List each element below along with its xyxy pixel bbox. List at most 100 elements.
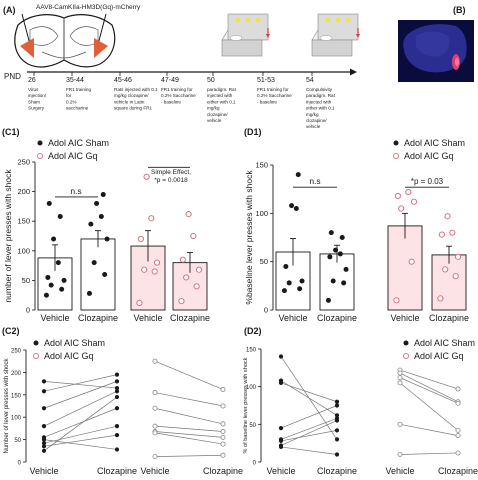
data-point-sham	[100, 192, 106, 198]
data-point-sham	[88, 221, 94, 227]
x-category-label: Vehicle	[140, 466, 169, 476]
data-point-sham	[330, 278, 336, 284]
timeline-desc-line: for	[66, 93, 72, 98]
subject-line	[280, 382, 338, 403]
data-point-sham	[41, 448, 47, 453]
subject-line	[154, 425, 224, 432]
x-category-label: Vehicle	[390, 313, 419, 323]
p-value-label: *p = 0.03	[411, 177, 444, 186]
data-point-gq	[454, 253, 462, 260]
data-point-gq	[183, 274, 190, 281]
data-point-sham	[41, 379, 47, 384]
legend-gq-label: Adol AIC Gq	[48, 151, 98, 161]
data-point-gq	[152, 405, 158, 411]
timeline-desc-line: injected with	[207, 93, 233, 98]
x-category-label: Clozapine	[429, 313, 469, 323]
data-point-sham	[334, 428, 340, 433]
data-point-sham	[94, 200, 100, 206]
legend-sham-marker	[403, 340, 409, 346]
data-point-gq	[152, 423, 158, 429]
subject-line	[43, 434, 118, 447]
x-category-label: Clozapine	[97, 466, 137, 476]
subject-line	[43, 439, 118, 450]
x-category-label: Vehicle	[278, 313, 307, 323]
data-point-sham	[114, 433, 120, 438]
subject-line	[399, 423, 459, 436]
data-point-sham	[114, 379, 120, 384]
subject-line	[280, 446, 338, 455]
subject-line	[43, 396, 118, 452]
data-point-sham	[45, 274, 51, 280]
data-point-gq	[444, 213, 451, 220]
y-axis-title: %baseline lever presses with shock	[244, 170, 254, 305]
y-tick-label: 100	[246, 385, 257, 391]
x-category-label: Vehicle	[133, 313, 162, 323]
legend-gq-marker	[33, 353, 39, 359]
subject-line	[154, 392, 224, 407]
data-point-gq	[397, 370, 403, 376]
legend-sham-label: Adol AIC Sham	[404, 138, 465, 148]
data-point-sham	[114, 394, 120, 400]
timeline-desc-line: square during FR1	[114, 106, 152, 111]
subject-line	[154, 432, 224, 445]
data-point-sham	[91, 260, 97, 266]
data-point-gq	[178, 298, 185, 305]
data-point-gq	[455, 427, 461, 433]
timeline-desc-line: clozapine/	[207, 112, 228, 117]
subject-line	[280, 420, 338, 446]
data-point-sham	[295, 172, 301, 178]
subject-line	[43, 374, 118, 392]
data-point-gq	[153, 259, 161, 266]
histology-image	[398, 20, 474, 82]
y-tick-label: 50	[260, 257, 268, 266]
timeline-day: 51-53	[257, 77, 275, 84]
data-point-sham	[333, 247, 339, 253]
timeline-desc-line: - baseline	[257, 99, 277, 104]
timeline-day: 50	[207, 77, 215, 84]
timeline-desc-line: injected with	[306, 99, 332, 104]
timeline-desc-line: vehicle in Latin	[114, 99, 145, 104]
y-tick-label: 250	[17, 158, 30, 167]
data-point-gq	[193, 283, 200, 290]
timeline-desc-line: FR1 training for	[161, 87, 193, 92]
y-tick-label: 0	[18, 461, 22, 467]
data-point-gq	[148, 215, 155, 222]
data-point-gq	[220, 441, 226, 447]
y-tick-label: 200	[11, 371, 22, 377]
timeline-arrow	[350, 68, 357, 76]
data-point-sham	[57, 213, 63, 219]
data-point-sham	[334, 403, 340, 408]
data-point-sham	[46, 200, 52, 206]
data-point-gq	[220, 429, 226, 435]
data-point-gq	[220, 403, 226, 409]
timeline-desc-line: 0.2% Saccharine	[161, 93, 196, 98]
data-point-gq	[449, 229, 456, 236]
data-point-gq	[220, 452, 226, 458]
data-point-sham	[337, 251, 343, 257]
data-point-gq	[152, 358, 158, 364]
data-point-sham	[278, 426, 284, 431]
ns-annotation: n.s	[70, 186, 81, 196]
data-point-sham	[43, 292, 49, 298]
y-axis-title: % of baseline lever presses with shock	[243, 357, 249, 453]
timeline-desc-line: injection/	[28, 93, 47, 98]
data-point-sham	[283, 264, 289, 269]
x-category-label: Clozapine	[317, 466, 357, 476]
bar-gq	[431, 254, 467, 311]
data-point-sham	[114, 447, 120, 452]
data-point-sham	[41, 406, 47, 411]
data-point-sham	[293, 206, 299, 211]
panel-b-label: (B)	[453, 5, 466, 15]
timeline-desc-line: 0.2% Saccharine	[257, 93, 292, 98]
timeline-desc-line: saccharine	[66, 106, 89, 111]
construct-label: AAV8-CamKIIa-HM3D(Gq)-mCherry	[36, 4, 141, 11]
data-point-sham	[55, 260, 61, 266]
timeline-desc-line: FR1 training for	[257, 87, 289, 92]
simple-effect-label: Simple Effect,	[151, 169, 191, 176]
data-point-sham	[341, 280, 347, 286]
subject-line	[280, 405, 338, 429]
y-tick-label: 50	[249, 423, 256, 429]
data-point-gq	[179, 256, 186, 263]
